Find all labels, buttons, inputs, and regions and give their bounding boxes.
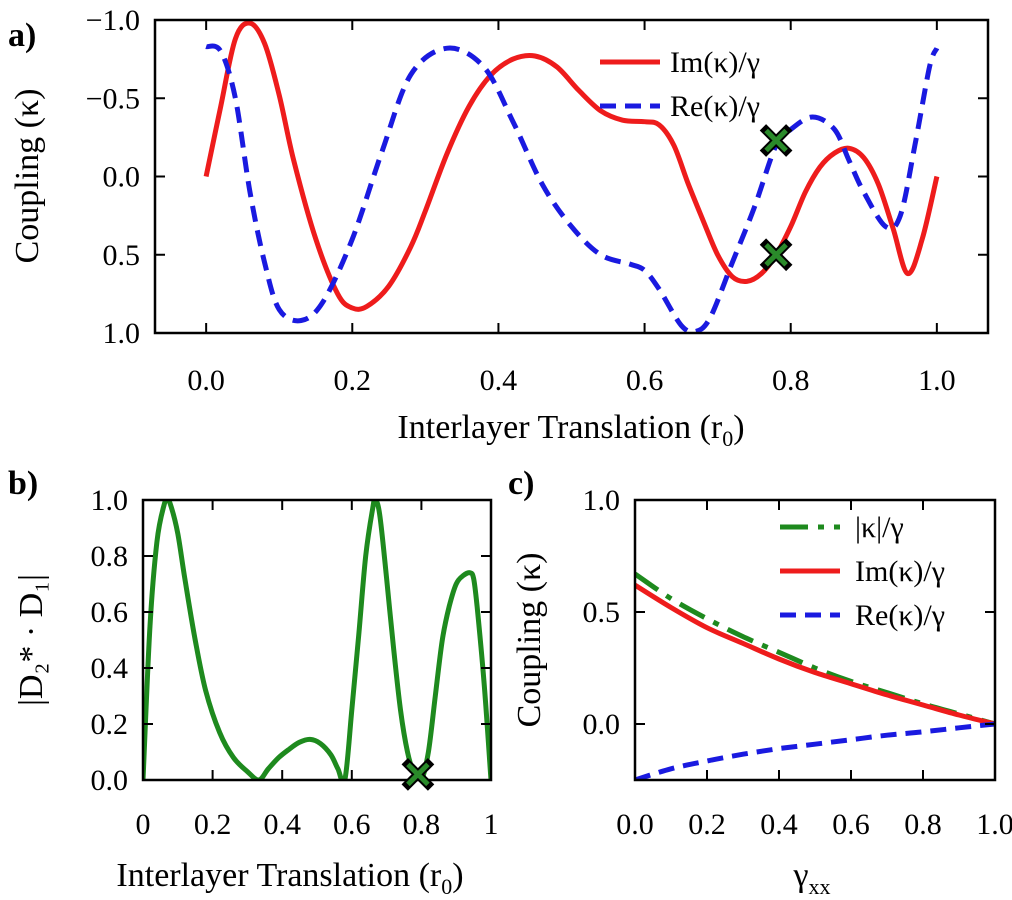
panel-c-ylabel: Coupling (κ): [511, 553, 548, 728]
panel-c-xtick-label: 1.0: [976, 808, 1012, 841]
panel-a-marker-1: [759, 124, 793, 157]
panel-a-ytick-label: 1.0: [103, 317, 141, 350]
panel-a-xtick-label: 0.0: [187, 364, 225, 397]
panel-c-ytick-label: 1.0: [583, 484, 621, 517]
panel-c-ytick-label: 0.5: [583, 596, 621, 629]
panel-b-series-1: [143, 500, 491, 780]
panel-a-legend-label-1: Im(κ)/γ: [670, 46, 760, 79]
panel-b-xtick-label: 0.6: [333, 808, 371, 841]
panel-a-ytick-label: −1.0: [86, 4, 140, 37]
panel-a-series-2: [205, 43, 940, 333]
panel-c-legend-label-2: Im(κ)/γ: [855, 555, 945, 588]
panel-c-label: c): [508, 465, 534, 502]
panel-c: c) 0.0 0.2 0.4 0.6 0.8 1.0 0.0 0.5 1.0 Coupling …: [508, 465, 1012, 899]
panel-c-xtick-label: 0.8: [904, 808, 942, 841]
panel-b-xtick-label: 0.8: [403, 808, 441, 841]
panel-b-ytick-label: 0.8: [91, 540, 129, 573]
panel-a-xtick-label: 1.0: [918, 364, 956, 397]
panel-a-marker-2: [759, 238, 793, 272]
panel-b-xlabel: Interlayer Translation (r0): [116, 857, 463, 899]
panel-a-xlabel: Interlayer Translation (r0): [397, 409, 744, 451]
panel-a-plot-area: [203, 20, 940, 333]
panel-c-ytick-label: 0.0: [583, 708, 621, 741]
panel-b: b) 0 0.2 0.4 0.6 0.8 1 0.0 0.2 0.4 0.6 0.8 1.0 |D₂*…: [8, 465, 499, 899]
panel-c-frame: [633, 498, 997, 782]
panel-c-xtick-label: 0.4: [760, 808, 798, 841]
panel-a-legend: Im(κ)/γ Re(κ)/γ: [600, 46, 760, 123]
panel-a-ytick-label: 0.0: [103, 161, 141, 194]
panel-b-ylabel: |D₂* · D₁|: [13, 574, 50, 706]
panel-b-xtick-label: 1: [484, 808, 499, 841]
panel-c-series-2: [635, 582, 995, 727]
panel-b-marker-1: [401, 758, 435, 791]
panel-b-axes: 0 0.2 0.4 0.6 0.8 1 0.0 0.2 0.4 0.6 0.8 1.0: [91, 484, 499, 841]
panel-a-frame: [153, 18, 990, 335]
panel-b-xtick-label: 0.2: [194, 808, 232, 841]
panel-c-series-1: [635, 571, 995, 727]
panel-c-xlabel: γxx: [792, 857, 830, 899]
panel-c-legend-label-1: |κ|/γ: [855, 511, 904, 544]
panel-a-axes: 0.0 0.2 0.4 0.6 0.8 1.0 −1.0 −0.5 0.0 0.5 1.0: [86, 4, 988, 397]
panel-a-ytick-label: −0.5: [86, 82, 140, 115]
panel-a-ylabel: Coupling (κ): [9, 89, 46, 264]
panel-c-xtick-label: 0.6: [832, 808, 870, 841]
panel-c-series-3: [635, 721, 995, 780]
panel-b-ytick-label: 0.0: [91, 764, 129, 797]
panel-b-xtick-label: 0.4: [263, 808, 301, 841]
panel-b-frame: [141, 498, 493, 782]
panel-c-xtick-label: 0.0: [616, 808, 654, 841]
panel-a-xtick-label: 0.4: [480, 364, 518, 397]
panel-a-label: a): [8, 17, 36, 54]
panel-b-xtick-label: 0: [136, 808, 151, 841]
panel-b-ytick-label: 1.0: [91, 484, 129, 517]
panel-b-label: b): [8, 465, 38, 502]
panel-c-legend: |κ|/γ Im(κ)/γ Re(κ)/γ: [780, 511, 945, 632]
panel-a-series-1: [203, 20, 940, 312]
panel-b-ytick-label: 0.4: [91, 652, 129, 685]
panel-b-ytick-label: 0.2: [91, 708, 129, 741]
panel-a-ytick-label: 0.5: [103, 239, 141, 272]
panel-c-xtick-label: 0.2: [688, 808, 726, 841]
panel-c-plot-area: [635, 571, 995, 780]
panel-a-xtick-label: 0.2: [334, 364, 372, 397]
panel-b-plot-area: [143, 500, 491, 780]
panel-a-legend-label-2: Re(κ)/γ: [670, 90, 760, 123]
panel-a: a) 0.0 0.2 0.4 0.6 0.8 1.0 −1.0 −0.5 0.0 0.5 1.0 C…: [8, 4, 990, 451]
panel-a-xtick-label: 0.6: [626, 364, 664, 397]
panel-a-xtick-label: 0.8: [772, 364, 810, 397]
panel-b-ytick-label: 0.6: [91, 596, 129, 629]
panel-c-legend-label-3: Re(κ)/γ: [855, 599, 945, 632]
